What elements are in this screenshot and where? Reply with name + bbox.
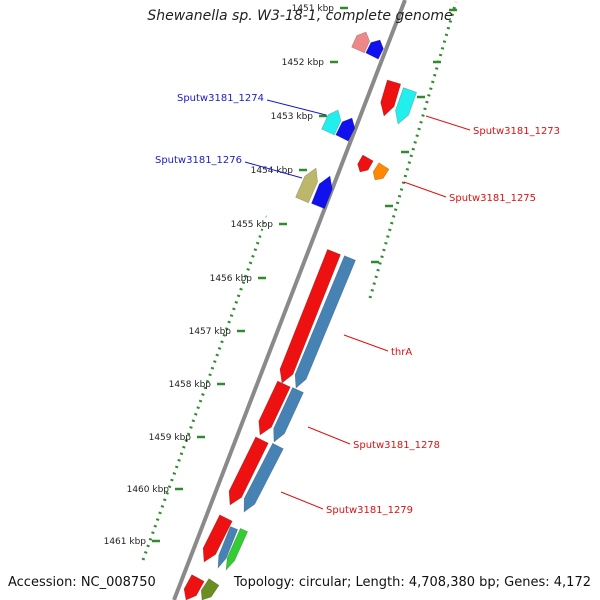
gene-steelblue: [217, 526, 239, 569]
accession-text: Accession: NC_008750: [8, 575, 156, 590]
scale-tick-label: 1454 kbp: [251, 166, 294, 176]
scale-tick-label: 1452 kbp: [282, 58, 325, 68]
gene-sputw3181-1275: [372, 162, 390, 181]
gene-olive: [200, 578, 220, 600]
gene-red: [202, 514, 233, 563]
gene-label-reverse: Sputw3181_1274: [177, 93, 264, 104]
leader-line: [403, 181, 447, 198]
gene-label-forward: Sputw3181_1273: [473, 126, 560, 137]
gene-red: [228, 436, 269, 506]
gene-labels: Sputw3181_1274 Sputw3181_1276 Sputw3181_12…: [155, 93, 560, 516]
scale-tick-label: 1461 kbp: [104, 537, 147, 547]
gene-label-forward: Sputw3181_1275: [449, 193, 536, 204]
gene-sputw3181-1273-red: [380, 79, 402, 117]
gene-sputw3181-1274: [335, 117, 356, 142]
scale-tick-label: 1456 kbp: [210, 274, 253, 284]
gene-sputw3181-1273: [395, 87, 417, 125]
leader-line: [425, 115, 471, 131]
scale-tick-label: 1453 kbp: [271, 112, 314, 122]
leader-line: [343, 334, 389, 352]
scale-tick-label: 1457 kbp: [189, 327, 232, 337]
scale-tick-label: 1458 kbp: [169, 380, 212, 390]
gene-features: [183, 31, 417, 600]
leader-line: [307, 426, 351, 445]
topology-text: Topology: circular; Length: 4,708,380 bp…: [233, 575, 591, 590]
gene-sputw3181-1279: [243, 442, 284, 513]
scale-ticks: 1451 kbp 1452 kbp 1453 kbp 1454 kbp 1455 kbp…: [104, 4, 457, 547]
gene-label-forward: Sputw3181_1279: [326, 505, 413, 516]
genome-backbone: [172, 0, 407, 600]
gene-sputw3181-1276: [311, 175, 333, 209]
scale-track-right: [368, 1, 458, 299]
leader-line: [244, 161, 303, 179]
gene-red: [183, 574, 205, 600]
gene-label-reverse: Sputw3181_1276: [155, 155, 242, 166]
scale-tick-label: 1455 kbp: [231, 220, 274, 230]
gene-label-forward: thrA: [391, 347, 412, 358]
gene-red: [357, 154, 374, 173]
scale-track: [141, 1, 347, 561]
gene-thra: [294, 255, 356, 389]
gene-blue: [365, 39, 384, 60]
scale-tick-label: 1460 kbp: [127, 485, 170, 495]
leader-line: [280, 491, 324, 510]
gene-thra-red: [279, 249, 341, 384]
gene-red: [258, 380, 291, 436]
leader-line: [266, 99, 327, 116]
gene-khaki: [295, 167, 318, 204]
gene-green: [225, 527, 249, 571]
gene-sputw3181-1274-cyan: [321, 109, 342, 136]
scale-tick-label: 1459 kbp: [149, 433, 192, 443]
gene-label-forward: Sputw3181_1278: [353, 440, 440, 451]
gene-pink: [351, 31, 370, 54]
genome-title: Shewanella sp. W3-18-1, complete genome: [147, 8, 453, 24]
gene-sputw3181-1278: [273, 387, 304, 443]
scale-tick-label: 1451 kbp: [292, 4, 335, 14]
